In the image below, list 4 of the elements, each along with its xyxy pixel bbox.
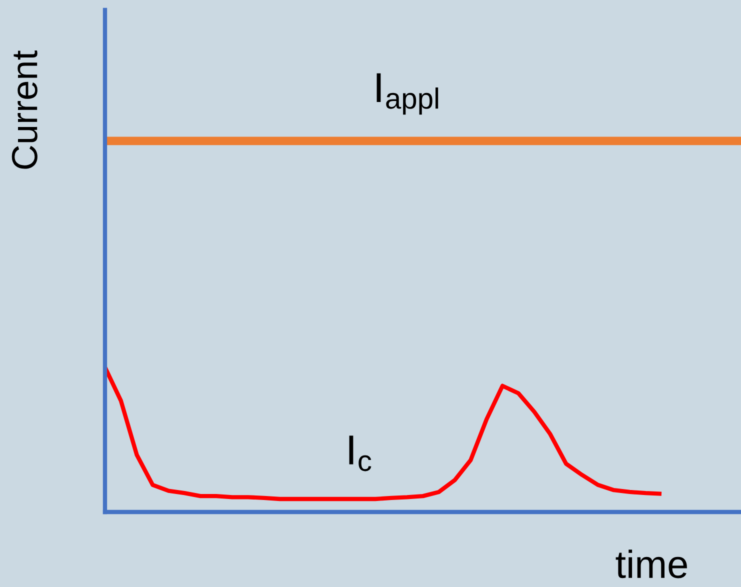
x-axis-title: time: [616, 550, 687, 578]
series-label: I$_{appl}$: [376, 73, 438, 115]
series-label: I$_{c}$: [349, 436, 372, 472]
y-axis-title: Current: [12, 50, 38, 169]
